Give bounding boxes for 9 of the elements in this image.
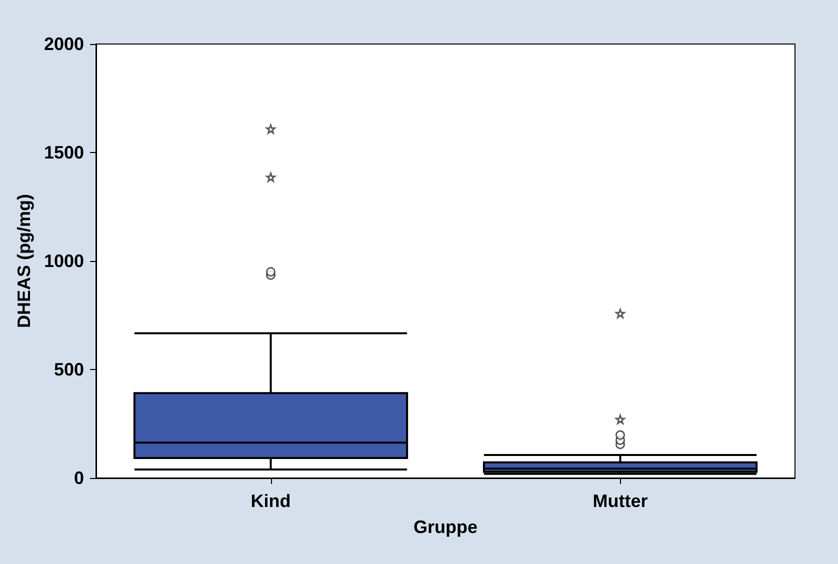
y-axis-title: DHEAS (pg/mg) — [14, 194, 34, 328]
y-tick-label: 1500 — [44, 142, 84, 162]
y-tick-label: 0 — [74, 468, 84, 488]
y-tick-label: 500 — [54, 360, 84, 380]
x-axis-title: Gruppe — [413, 517, 478, 537]
x-tick-label: Kind — [250, 491, 291, 511]
x-tick-label: Mutter — [592, 491, 648, 511]
y-tick-label: 1000 — [44, 251, 84, 271]
y-tick-label: 2000 — [44, 34, 84, 54]
